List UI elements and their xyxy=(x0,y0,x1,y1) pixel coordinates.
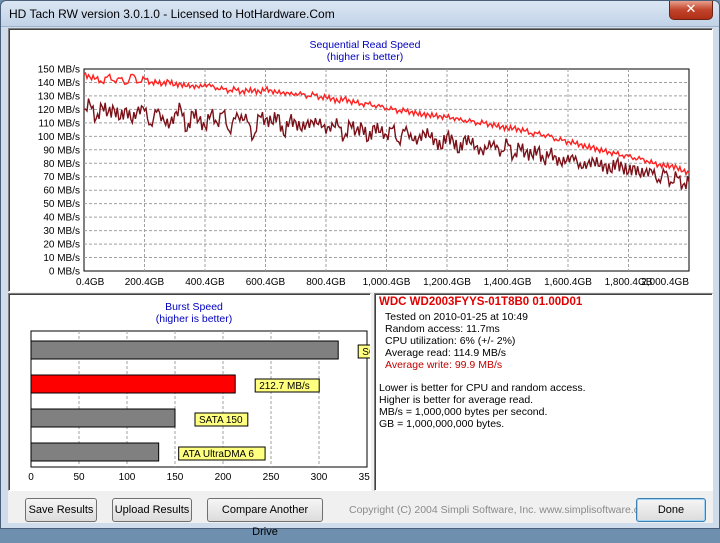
compare-drive-button[interactable]: Compare Another Drive xyxy=(207,498,323,538)
burst-bar xyxy=(30,340,339,360)
read-chart-panel: Sequential Read Speed (higher is better)… xyxy=(8,28,713,292)
burst-bar-label-box xyxy=(178,446,266,461)
drive-name: WDC WD2003FYYS-01T8B0 01.00D01 xyxy=(379,296,583,308)
note-read: Higher is better for average read. xyxy=(379,394,534,406)
read-x-tick-label: 1,800.4GB xyxy=(605,277,653,288)
average-read: Average read: 114.9 MB/s xyxy=(385,347,507,359)
read-y-tick-label: 50 MB/s xyxy=(43,199,80,210)
burst-bar-label-box xyxy=(254,378,320,393)
burst-x-tick-label: 250 xyxy=(263,472,280,483)
read-y-tick-label: 130 MB/s xyxy=(38,91,80,102)
burst-bar xyxy=(30,442,160,462)
read-y-tick-label: 20 MB/s xyxy=(43,240,80,251)
burst-chart-x-ticks: 0 50 100 150 200 250 300 350 xyxy=(28,472,370,483)
burst-x-tick-label: 50 xyxy=(73,472,85,483)
burst-x-tick-label: 200 xyxy=(215,472,232,483)
read-x-tick-label: 2,000.4GB xyxy=(641,277,689,288)
read-chart-x-ticks: 0.4GB 200.4GB 400.4GB 600.4GB 800.4GB 1,000.4… xyxy=(76,277,689,288)
tested-date: Tested on 2010-01-25 at 10:49 xyxy=(385,311,529,323)
read-y-tick-label: 10 MB/s xyxy=(43,253,80,264)
read-x-tick-label: 200.4GB xyxy=(125,277,165,288)
read-x-tick-label: 1,200.4GB xyxy=(423,277,471,288)
note-gb: GB = 1,000,000,000 bytes. xyxy=(379,418,505,430)
random-access: Random access: 11.7ms xyxy=(385,323,500,335)
read-y-tick-label: 60 MB/s xyxy=(43,186,80,197)
burst-bar-label: SATA 150 xyxy=(199,415,243,426)
window-title: HD Tach RW version 3.0.1.0 - Licensed to… xyxy=(9,7,335,21)
done-button[interactable]: Done xyxy=(636,498,706,522)
read-y-tick-label: 80 MB/s xyxy=(43,159,80,170)
read-series-line-1 xyxy=(83,71,690,177)
read-y-tick-label: 100 MB/s xyxy=(38,132,80,143)
burst-chart-subtitle: (higher is better) xyxy=(156,313,232,325)
burst-x-tick-label: 100 xyxy=(119,472,136,483)
read-y-tick-label: 0 MB/s xyxy=(49,267,80,278)
burst-bar-label: 212.7 MB/s xyxy=(259,381,310,392)
read-x-tick-label: 1,600.4GB xyxy=(544,277,592,288)
burst-bar-label: SCSI Ultra320 xyxy=(362,347,370,358)
read-x-tick-label: 1,400.4GB xyxy=(484,277,532,288)
burst-chart-panel: Burst Speed (higher is better) SCSI Ultr… xyxy=(8,293,371,491)
read-y-tick-label: 70 MB/s xyxy=(43,172,80,183)
burst-chart-title: Burst Speed xyxy=(165,301,223,313)
read-x-tick-label: 400.4GB xyxy=(185,277,225,288)
read-x-tick-label: 1,000.4GB xyxy=(363,277,411,288)
read-chart: Sequential Read Speed (higher is better)… xyxy=(38,39,690,288)
read-y-tick-label: 30 MB/s xyxy=(43,226,80,237)
read-chart-series xyxy=(83,71,690,190)
burst-bar-label: ATA UltraDMA 6 xyxy=(183,449,255,460)
burst-chart: Burst Speed (higher is better) SCSI Ultr… xyxy=(28,301,370,483)
burst-x-tick-label: 300 xyxy=(311,472,328,483)
burst-x-tick-label: 150 xyxy=(167,472,184,483)
average-write: Average write: 99.9 MB/s xyxy=(385,359,503,371)
save-results-button[interactable]: Save Results xyxy=(25,498,97,522)
burst-bar xyxy=(30,408,176,428)
burst-x-tick-label: 350 xyxy=(359,472,370,483)
read-y-tick-label: 90 MB/s xyxy=(43,145,80,156)
client-area: Sequential Read Speed (higher is better)… xyxy=(8,28,713,538)
save-results-label: Save Results xyxy=(28,504,94,516)
read-chart-grid xyxy=(83,68,690,272)
read-y-tick-label: 40 MB/s xyxy=(43,213,80,224)
burst-bar-label-box xyxy=(194,412,249,427)
compare-drive-label: Compare Another Drive xyxy=(221,504,309,538)
read-x-tick-label: 600.4GB xyxy=(246,277,286,288)
cpu-utilization: CPU utilization: 6% (+/- 2%) xyxy=(385,335,516,347)
read-chart-title: Sequential Read Speed xyxy=(310,39,421,51)
read-y-tick-label: 150 MB/s xyxy=(38,65,80,76)
read-chart-subtitle: (higher is better) xyxy=(327,51,403,63)
burst-x-tick-label: 0 xyxy=(28,472,34,483)
results-panel: WDC WD2003FYYS-01T8B0 01.00D01 Tested on… xyxy=(374,293,713,491)
upload-results-label: Upload Results xyxy=(114,504,190,516)
copyright-text: Copyright (C) 2004 Simpli Software, Inc.… xyxy=(349,504,654,516)
note-mbs: MB/s = 1,000,000 bytes per second. xyxy=(379,406,548,418)
read-series-line-2 xyxy=(83,98,690,190)
read-chart-y-ticks: 0 MB/s 10 MB/s 20 MB/s 30 MB/s 40 MB/s 50 MB/… xyxy=(38,65,80,278)
read-y-tick-label: 110 MB/s xyxy=(39,118,81,129)
burst-chart-bars: SCSI Ultra320 212.7 MB/s SATA 150 ATA Ultra… xyxy=(30,340,370,462)
close-icon[interactable]: ✕ xyxy=(669,1,713,20)
read-x-tick-label: 800.4GB xyxy=(306,277,346,288)
upload-results-button[interactable]: Upload Results xyxy=(112,498,192,522)
note-cpu: Lower is better for CPU and random acces… xyxy=(379,382,586,394)
done-label: Done xyxy=(657,504,685,516)
title-bar[interactable]: HD Tach RW version 3.0.1.0 - Licensed to… xyxy=(1,1,719,27)
read-y-tick-label: 120 MB/s xyxy=(38,105,80,116)
read-x-tick-label: 0.4GB xyxy=(76,277,105,288)
burst-bar xyxy=(30,374,236,394)
burst-bar-label-box xyxy=(357,344,370,359)
read-y-tick-label: 140 MB/s xyxy=(38,78,80,89)
